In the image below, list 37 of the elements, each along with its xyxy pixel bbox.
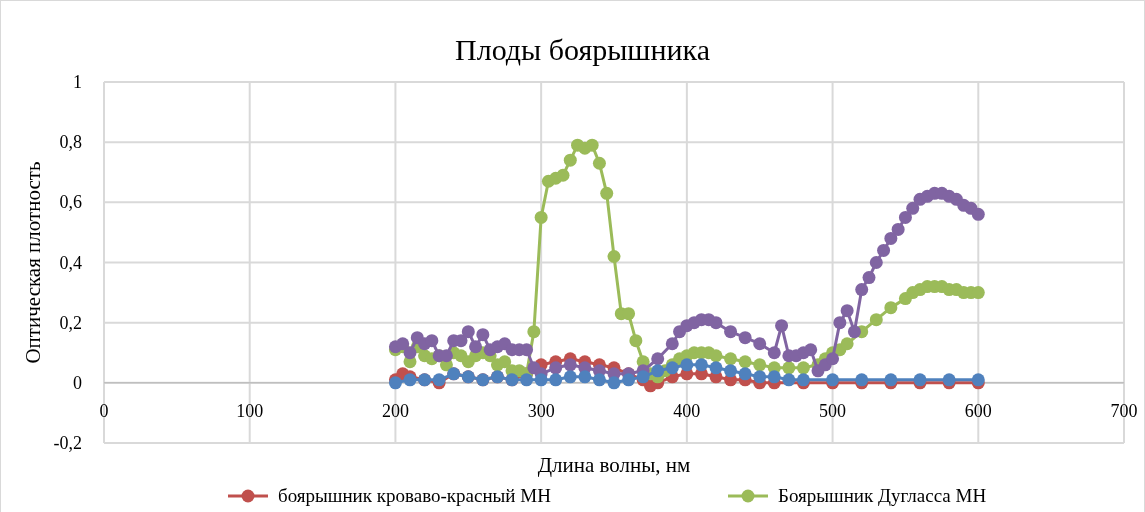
y-tick-label: 0,4 (59, 252, 82, 273)
x-tick-label: 200 (381, 400, 409, 421)
point (724, 364, 738, 378)
point (738, 367, 752, 381)
point (549, 373, 563, 387)
point (694, 358, 708, 372)
point (680, 358, 694, 372)
x-tick-label: 0 (99, 400, 109, 421)
point (607, 376, 621, 390)
point (592, 373, 606, 387)
y-tick-label: 0,8 (59, 132, 82, 153)
x-tick-label: 600 (964, 400, 992, 421)
point (534, 373, 548, 387)
x-tick-label: 500 (819, 400, 847, 421)
y-tick-label: 0 (73, 372, 82, 393)
y-tick-label: -0,2 (53, 433, 82, 453)
y-tick-label: 1 (73, 72, 82, 92)
x-tick-label: 700 (1110, 400, 1138, 421)
point (709, 361, 723, 375)
point (578, 370, 592, 384)
point (753, 370, 767, 384)
point (563, 370, 577, 384)
point (651, 364, 665, 378)
x-tick-label: 100 (236, 400, 264, 421)
legend-label: боярышник кроваво-красный МН (278, 485, 552, 506)
y-tick-label: 0,2 (59, 312, 82, 333)
point (782, 373, 796, 387)
point (767, 370, 781, 384)
legend-label: Боярышник Дугласса МН (778, 485, 987, 506)
y-axis-title: Оптическая плотность (21, 161, 45, 364)
x-tick-label: 400 (673, 400, 701, 421)
x-axis-title: Длина волны, нм (537, 453, 691, 477)
chart-title: Плоды боярышника (455, 33, 710, 66)
point (520, 373, 534, 387)
y-tick-label: 0,6 (59, 192, 82, 213)
x-tick-label: 300 (527, 400, 555, 421)
point (622, 373, 636, 387)
